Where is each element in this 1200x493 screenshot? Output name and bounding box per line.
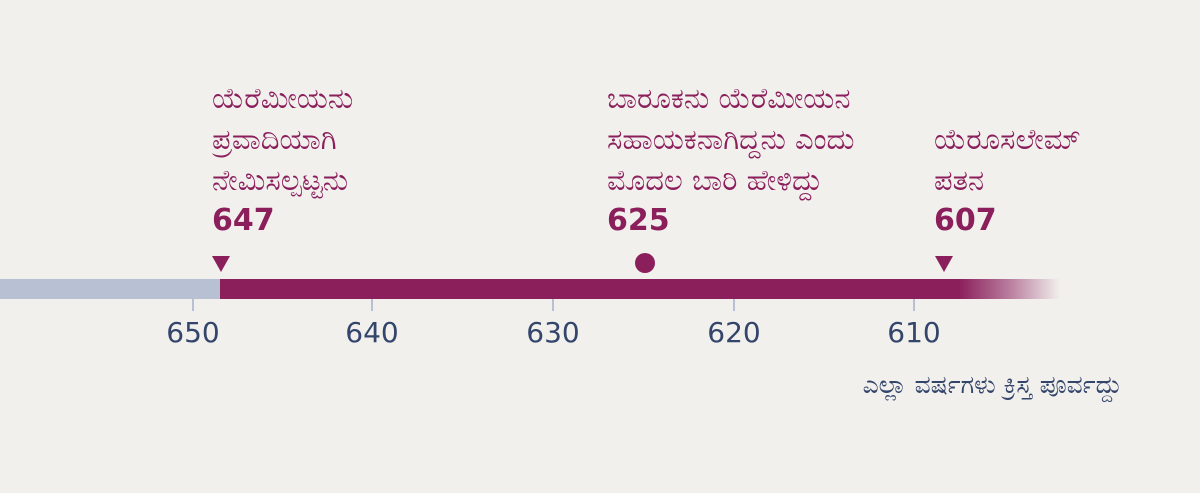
axis-tick-label: 650 bbox=[166, 316, 220, 349]
event-label-line: ಸಹಾಯಕನಾಗಿದ್ದನು ಎಂದು bbox=[607, 122, 855, 156]
event-year: 647 bbox=[212, 203, 275, 238]
event-label-line: ಯೆರೆಮೀಯನು bbox=[212, 81, 354, 115]
axis-tick bbox=[733, 299, 735, 311]
event-label-line: ಪತನ bbox=[934, 163, 985, 197]
event-label-line: ಬಾರೂಕನು ಯೆರೆಮೀಯನ bbox=[607, 81, 851, 115]
event-year: 625 bbox=[607, 203, 670, 238]
event-year: 607 bbox=[934, 203, 997, 238]
axis-tick bbox=[371, 299, 373, 311]
axis-tick-label: 630 bbox=[526, 316, 580, 349]
axis-tick bbox=[913, 299, 915, 311]
axis-tick bbox=[192, 299, 194, 311]
event-fall-of-jerusalem: ಯೆರೂಸಲೇಮ್ ಪತನ 607 bbox=[934, 119, 1081, 239]
event-label-line: ಪ್ರವಾದಿಯಾಗಿ bbox=[212, 122, 337, 156]
axis-tick bbox=[552, 299, 554, 311]
timeline-bar-before bbox=[0, 279, 220, 299]
axis-tick-label: 610 bbox=[887, 316, 941, 349]
event-label-line: ನೇಮಿಸಲ್ಪಟ್ಟನು bbox=[212, 163, 349, 197]
axis-caption: ಎಲ್ಲಾ ವರ್ಷಗಳು ಕ್ರಿಸ್ತ ಪೂರ್ವದ್ದು bbox=[862, 370, 1122, 399]
triangle-marker-icon bbox=[935, 256, 953, 272]
event-baruch-assistant: ಬಾರೂಕನು ಯೆರೆಮೀಯನ ಸಹಾಯಕನಾಗಿದ್ದನು ಎಂದು ಮೊದ… bbox=[607, 78, 854, 239]
dot-marker-icon bbox=[635, 253, 655, 273]
triangle-marker-icon bbox=[212, 256, 230, 272]
event-label-line: ಯೆರೂಸಲೇಮ್ bbox=[934, 122, 1081, 156]
axis-tick-label: 620 bbox=[707, 316, 761, 349]
event-appointed-prophet: ಯೆರೆಮೀಯನು ಪ್ರವಾದಿಯಾಗಿ ನೇಮಿಸಲ್ಪಟ್ಟನು 647 bbox=[212, 78, 353, 239]
axis-tick-label: 640 bbox=[345, 316, 399, 349]
timeline-bar-period bbox=[220, 279, 1060, 299]
event-label-line: ಮೊದಲ ಬಾರಿ ಹೇಳಿದ್ದು bbox=[607, 163, 823, 197]
